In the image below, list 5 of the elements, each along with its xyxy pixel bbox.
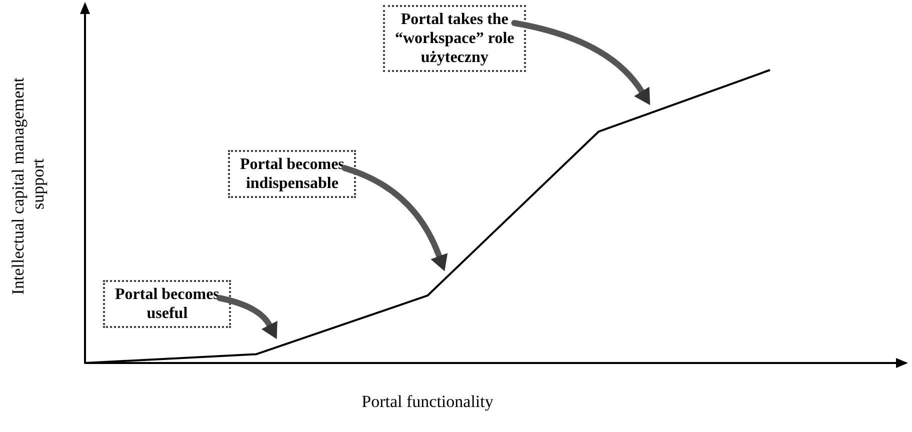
annotation: Portal becomes useful xyxy=(103,280,232,328)
annotation: Portal becomes indispensable xyxy=(228,150,356,198)
y-axis-title: Intellectual capital management support xyxy=(8,73,48,295)
text: Portal takes the “workspace” role użyteczny xyxy=(383,5,526,72)
x-axis-title: Portal functionality xyxy=(362,392,494,411)
